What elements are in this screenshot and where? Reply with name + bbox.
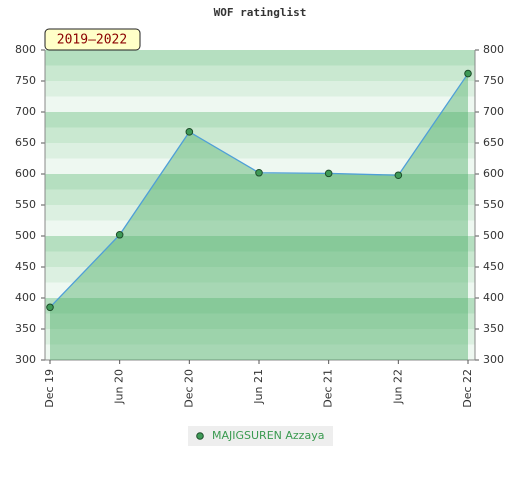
stripe (45, 282, 475, 299)
stripe (45, 267, 475, 283)
badge-box (44, 28, 141, 51)
y-tick-label: 450 (15, 260, 36, 273)
x-tick-label: Dec 19 (43, 369, 56, 408)
stripe (45, 158, 475, 175)
point (185, 128, 194, 136)
y-tick-label: 500 (15, 229, 36, 242)
legend-box (188, 426, 333, 446)
stripe (45, 81, 475, 97)
stripe (45, 344, 475, 361)
stripe (45, 189, 475, 206)
y2-tick-label: 800 (483, 43, 504, 56)
y2-tick-label: 700 (483, 105, 504, 118)
x-tick-label: Dec 21 (322, 369, 335, 408)
point (255, 168, 263, 177)
y2-tick-label: 400 (483, 291, 504, 304)
y2-tick-label: 450 (483, 260, 504, 273)
y-tick-label: 700 (15, 105, 36, 118)
x-tick-label: Jun 20 (113, 369, 126, 405)
stripe (45, 50, 475, 66)
y-tick-label: 300 (15, 353, 36, 366)
stripe (45, 236, 475, 252)
y-tick-label: 550 (15, 198, 36, 211)
stripe (45, 96, 475, 113)
point (115, 230, 124, 239)
y2-tick-label: 500 (483, 229, 504, 242)
stripe (45, 127, 475, 144)
stripe (45, 220, 475, 237)
y2-tick-label: 350 (483, 322, 504, 335)
x-tick-label: Jun 21 (252, 369, 265, 405)
y2-tick-label: 650 (483, 136, 504, 149)
point (464, 69, 472, 78)
y2-tick-label: 600 (483, 167, 504, 180)
y2-tick-label: 550 (483, 198, 504, 211)
area (50, 73, 468, 360)
plot-background (45, 50, 475, 361)
legend-marker (196, 432, 204, 440)
stripe (45, 251, 475, 268)
x-tick-label: Jun 22 (391, 369, 404, 405)
y-tick-label: 800 (15, 43, 36, 56)
stripe (45, 205, 475, 221)
stripe (45, 313, 475, 330)
y-tick-label: 750 (15, 74, 36, 87)
y-tick-label: 600 (15, 167, 36, 180)
stripe (45, 143, 475, 159)
stripe (45, 329, 475, 345)
point (394, 171, 403, 180)
point (324, 169, 333, 178)
x-tick-label: Dec 22 (461, 369, 474, 408)
y-tick-label: 650 (15, 136, 36, 149)
chart-title: WOF ratinglist (214, 6, 307, 19)
x-tick-label: Dec 20 (182, 369, 195, 408)
y-tick-label: 350 (15, 322, 36, 335)
badge: 2019–2022 (57, 33, 127, 48)
y2-tick-label: 750 (483, 74, 504, 87)
stripe (45, 65, 475, 82)
stripe (45, 298, 475, 314)
point (46, 303, 54, 312)
y2-tick-label: 300 (483, 353, 504, 366)
legend-label: MAJIGSUREN Azzaya (212, 429, 324, 442)
y-tick-label: 400 (15, 291, 36, 304)
stripe (45, 112, 475, 128)
